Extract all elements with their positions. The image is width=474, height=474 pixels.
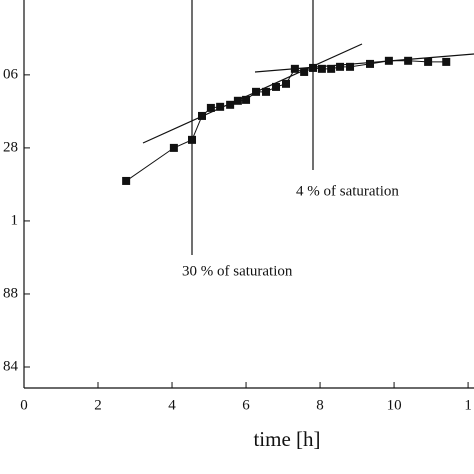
data-point [309, 63, 318, 72]
data-point [384, 56, 393, 65]
data-point [262, 87, 271, 96]
data-point [252, 87, 261, 96]
tangent-line [254, 53, 474, 73]
y-tick-label: 84 [3, 358, 19, 374]
data-point [346, 62, 355, 71]
data-point [272, 82, 281, 91]
data-point [233, 96, 242, 105]
annotation: 4 % of saturation [296, 183, 399, 199]
data-point [169, 143, 178, 152]
x-tick-label: 1 [464, 397, 472, 413]
x-tick-label: 8 [316, 397, 324, 413]
data-point [226, 100, 235, 109]
y-tick-label: 06 [3, 66, 19, 82]
annotation: 30 % of saturation [182, 263, 293, 279]
data-point [198, 111, 207, 120]
y-tick-label: 28 [3, 139, 18, 155]
y-tick-label: 1 [11, 212, 19, 228]
data-point [442, 57, 451, 66]
data-point [290, 64, 299, 73]
x-tick-label: 2 [94, 397, 102, 413]
data-point [300, 67, 309, 76]
data-point [404, 56, 413, 65]
data-point [122, 176, 131, 185]
data-point [282, 79, 291, 88]
data-point [336, 62, 345, 71]
data-point [424, 57, 433, 66]
data-point [317, 64, 326, 73]
x-tick-label: 4 [168, 397, 176, 413]
y-tick-label: 88 [3, 285, 18, 301]
data-point [216, 102, 225, 111]
data-point [327, 64, 336, 73]
x-axis-label: time [h] [253, 427, 320, 451]
x-tick-label: 6 [242, 397, 250, 413]
x-tick-label: 0 [20, 397, 28, 413]
data-point [206, 103, 215, 112]
data-point [366, 59, 375, 68]
x-tick-label: 10 [387, 397, 402, 413]
data-point [188, 135, 197, 144]
data-point [242, 95, 251, 104]
